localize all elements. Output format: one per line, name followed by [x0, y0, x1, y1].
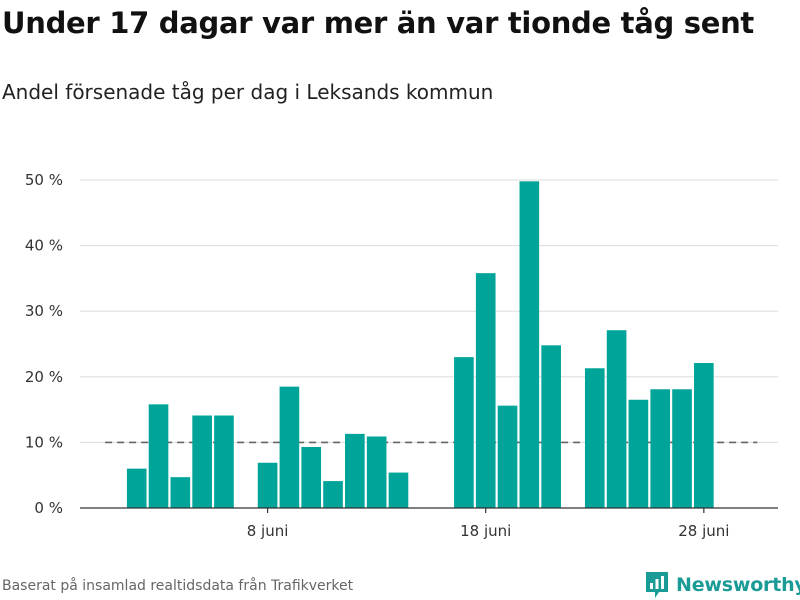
chart-subtitle: Andel försenade tåg per dag i Leksands k… [2, 80, 494, 104]
source-note: Baserat på insamlad realtidsdata från Tr… [2, 578, 354, 594]
bar [388, 472, 409, 508]
bar [475, 273, 496, 508]
bar [148, 404, 169, 508]
bar [170, 477, 191, 508]
brand-logo: Newsworthy [644, 570, 800, 600]
bar [454, 357, 474, 508]
bar [345, 433, 365, 508]
x-tick-label: 28 juni [678, 522, 729, 540]
bar [672, 389, 692, 508]
chart-title: Under 17 dagar var mer än var tionde tåg… [2, 6, 754, 40]
y-tick-label: 10 % [25, 433, 63, 451]
bar [584, 368, 605, 508]
bar [541, 345, 561, 508]
axes: 0 % 10 % 20 % 30 % 40 % 50 % 8 juni 18 juni 28 j… [25, 171, 778, 540]
bar [192, 415, 212, 508]
bar [497, 405, 518, 508]
x-tick-label: 8 juni [247, 522, 289, 540]
bar [279, 386, 300, 508]
bar [606, 330, 627, 508]
bar [628, 399, 649, 508]
y-tick-label: 50 % [25, 171, 63, 189]
y-tick-label: 20 % [25, 368, 63, 386]
x-tick-label: 18 juni [460, 522, 511, 540]
brand-name: Newsworthy [676, 574, 800, 596]
bar [650, 389, 671, 508]
y-tick-label: 0 % [34, 499, 63, 517]
bar [214, 415, 234, 508]
newsworthy-icon [646, 572, 668, 598]
bar [323, 481, 343, 508]
bar [257, 462, 278, 508]
y-tick-label: 30 % [25, 302, 63, 320]
bar [301, 446, 322, 508]
bar [519, 181, 540, 508]
bar [694, 363, 714, 508]
bar [126, 468, 147, 508]
y-tick-label: 40 % [25, 237, 63, 255]
bar [366, 436, 387, 508]
bars [126, 181, 714, 508]
